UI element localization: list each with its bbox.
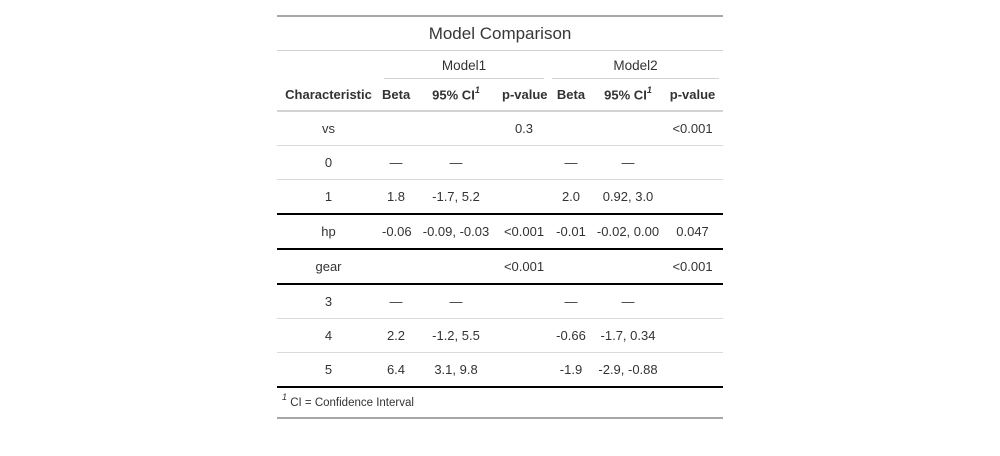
footnote-marker: 1 [282,392,288,402]
cell-m1-beta: — [380,145,412,180]
cell-m2-beta: -0.01 [548,214,594,250]
cell-characteristic: 0 [277,145,380,180]
cell-m2-ci: -1.7, 0.34 [594,318,662,353]
column-header-m1-ci: 95% CI1 [412,79,500,112]
cell-m1-beta: 1.8 [380,179,412,215]
spanner-model2: Model2 [548,51,723,79]
title-row: Model Comparison [277,15,724,51]
cell-m1-ci: -1.2, 5.5 [412,318,500,353]
cell-m1-pvalue [500,284,548,319]
ci-label: 95% CI [604,87,647,103]
model-comparison-table: Model Comparison Model1 Model2 Character… [277,15,724,419]
spanner-model1-label: Model1 [384,52,544,79]
spanner-row: Model1 Model2 [277,51,723,80]
column-header-m2-ci: 95% CI1 [594,79,662,112]
spanner-model1: Model1 [380,51,548,79]
cell-m1-beta: -0.06 [380,214,412,250]
column-header-m1-pvalue: p-value [500,79,548,112]
cell-m2-beta: 2.0 [548,179,594,215]
cell-m1-ci: 3.1, 9.8 [412,352,500,388]
ci-footnote-marker: 1 [474,85,480,96]
cell-characteristic: 1 [277,179,380,215]
cell-m2-pvalue [662,179,724,215]
table-row-hp: hp -0.06 -0.09, -0.03 <0.001 -0.01 -0.02… [277,214,724,250]
cell-characteristic: 3 [277,284,380,319]
table-row-vs-1: 1 1.8 -1.7, 5.2 2.0 0.92, 3.0 [277,179,724,215]
cell-m2-pvalue [662,318,724,353]
cell-m2-pvalue: <0.001 [662,111,724,146]
cell-m1-beta: — [380,284,412,319]
cell-m2-beta: -1.9 [548,352,594,388]
cell-m1-pvalue [500,179,548,215]
cell-m1-ci [412,111,500,146]
cell-m1-beta: 2.2 [380,318,412,353]
cell-m2-ci: -2.9, -0.88 [594,352,662,388]
cell-m1-ci: — [412,284,500,319]
cell-m1-ci: — [412,145,500,180]
cell-m2-beta: -0.66 [548,318,594,353]
model-comparison-table-container: Model Comparison Model1 Model2 Character… [277,15,724,419]
table-row-gear-5: 5 6.4 3.1, 9.8 -1.9 -2.9, -0.88 [277,352,724,388]
cell-m2-ci [594,111,662,146]
cell-m1-ci [412,249,500,285]
cell-characteristic: gear [277,249,380,285]
cell-characteristic: hp [277,214,380,250]
ci-footnote-marker: 1 [646,85,652,96]
cell-m2-beta [548,249,594,285]
cell-m1-pvalue [500,318,548,353]
cell-m1-pvalue: <0.001 [500,214,548,250]
column-header-characteristic: Characteristic [277,79,380,112]
cell-m1-pvalue: 0.3 [500,111,548,146]
cell-m2-ci: — [594,284,662,319]
table-row-vs: vs 0.3 <0.001 [277,111,724,146]
table-title: Model Comparison [277,15,724,51]
cell-m2-pvalue [662,284,724,319]
footnote-text: CI = Confidence Interval [290,396,414,409]
table-row-gear-3: 3 — — — — [277,284,724,319]
cell-m1-ci: -0.09, -0.03 [412,214,500,250]
cell-m1-pvalue: <0.001 [500,249,548,285]
ci-label: 95% CI [432,87,475,103]
cell-m1-beta [380,249,412,285]
table-row-gear: gear <0.001 <0.001 [277,249,724,285]
column-header-m2-beta: Beta [548,79,594,112]
cell-m2-ci: 0.92, 3.0 [594,179,662,215]
cell-characteristic: 5 [277,352,380,388]
cell-m2-ci: — [594,145,662,180]
cell-m2-pvalue [662,145,724,180]
cell-m1-beta: 6.4 [380,352,412,388]
cell-m2-pvalue: 0.047 [662,214,724,250]
table-row-gear-4: 4 2.2 -1.2, 5.5 -0.66 -1.7, 0.34 [277,318,724,353]
cell-characteristic: vs [277,111,380,146]
column-header-m2-pvalue: p-value [662,79,724,112]
cell-m1-pvalue [500,352,548,388]
cell-m1-pvalue [500,145,548,180]
cell-m2-pvalue [662,352,724,388]
cell-characteristic: 4 [277,318,380,353]
cell-m2-pvalue: <0.001 [662,249,724,285]
spanner-empty-cell [277,51,380,80]
cell-m2-beta: — [548,145,594,180]
column-header-m1-beta: Beta [380,79,412,112]
spanner-model2-label: Model2 [552,52,720,79]
column-header-row: Characteristic Beta 95% CI1 p-value Beta… [277,79,724,112]
footnote-row: 1 CI = Confidence Interval [277,387,724,419]
cell-m2-beta: — [548,284,594,319]
cell-m2-ci: -0.02, 0.00 [594,214,662,250]
footnote: 1 CI = Confidence Interval [277,387,724,419]
cell-m1-beta [380,111,412,146]
cell-m2-beta [548,111,594,146]
table-row-vs-0: 0 — — — — [277,145,724,180]
cell-m1-ci: -1.7, 5.2 [412,179,500,215]
cell-m2-ci [594,249,662,285]
